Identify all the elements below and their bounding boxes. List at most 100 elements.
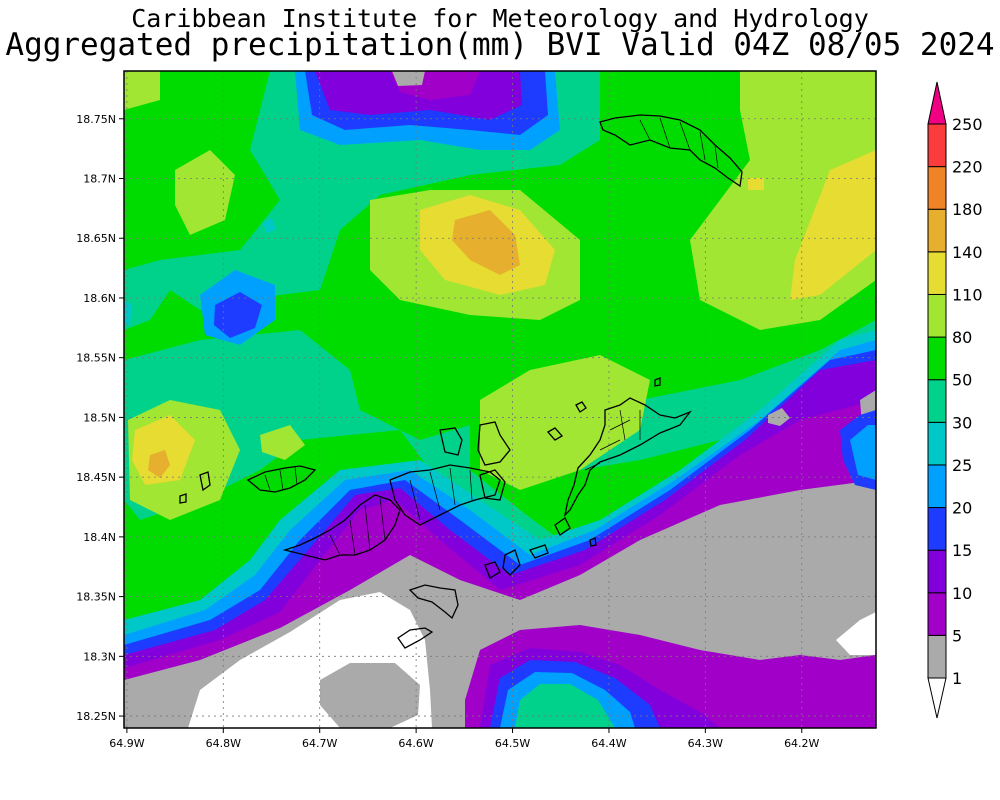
lat-tick-label: 18.4N xyxy=(83,531,116,544)
colorbar-level-label: 180 xyxy=(952,200,983,219)
lat-tick-label: 18.45N xyxy=(76,471,116,484)
band-1-5-spot xyxy=(768,408,790,426)
island-salt xyxy=(554,517,571,536)
band-5-10-south-east xyxy=(700,678,876,728)
lon-tick-label: 64.6W xyxy=(398,737,433,750)
island-guana xyxy=(477,421,511,466)
band-110-140-ne xyxy=(790,150,876,300)
island-anegada xyxy=(599,114,743,188)
band-1-5-north xyxy=(392,71,425,86)
lon-tick-label: 64.5W xyxy=(495,737,530,750)
colorbar-swatch xyxy=(927,549,947,594)
colorbar-level-label: 30 xyxy=(952,413,972,432)
band-25-30-edge xyxy=(124,300,132,325)
island-ginger xyxy=(546,427,564,441)
colorbar-swatch xyxy=(927,634,947,679)
island-st-thomas-grid xyxy=(329,497,386,556)
colorbar-swatch xyxy=(927,336,947,381)
band-20-25-east xyxy=(850,425,876,480)
colorbar-swatch xyxy=(927,464,947,509)
band-80-110-topleft xyxy=(124,71,160,110)
colorbar-level-label: 80 xyxy=(952,328,972,347)
colorbar-level-label: 220 xyxy=(952,158,983,177)
band-30-50-right xyxy=(560,320,876,470)
island-cluster-3 xyxy=(589,537,597,547)
band-80-110-mid xyxy=(480,355,650,490)
island-st-thomas xyxy=(282,494,401,561)
colorbar-swatch xyxy=(927,251,947,295)
island-st-john-grid xyxy=(264,466,298,491)
lon-tick-label: 64.7W xyxy=(302,737,337,750)
colorbar-level-label: 50 xyxy=(952,371,972,390)
colorbar-swatch xyxy=(927,293,947,338)
colorbar-swatch xyxy=(927,421,947,466)
latitude-axis: 18.75N 18.7N 18.65N 18.6N 18.55N 18.5N 18.45N 1… xyxy=(76,113,124,723)
lat-tick-label: 18.65N xyxy=(76,232,116,245)
island-cooper xyxy=(529,544,549,559)
island-little-thatch xyxy=(179,493,187,504)
colorbar-swatch xyxy=(927,379,947,423)
island-norman xyxy=(484,561,501,579)
lat-tick-label: 18.7N xyxy=(83,173,116,186)
island-cluster-1 xyxy=(575,401,587,413)
band-25-30-cell xyxy=(263,218,276,233)
lon-tick-label: 64.8W xyxy=(206,737,241,750)
lon-tick-label: 64.9W xyxy=(109,737,144,750)
band-30-50-central xyxy=(124,330,560,560)
lon-tick-label: 64.2W xyxy=(784,737,819,750)
lat-tick-label: 18.6N xyxy=(83,292,116,305)
band-1-5-inner xyxy=(320,663,420,728)
island-peter xyxy=(502,549,521,576)
island-jost-van-dyke xyxy=(439,427,463,456)
lat-tick-label: 18.35N xyxy=(76,591,116,604)
island-tortola-grid xyxy=(409,467,473,521)
colorbar-level-label: 5 xyxy=(952,626,962,645)
island-tortola xyxy=(389,464,501,526)
island-sandy xyxy=(199,471,211,492)
bvi-islands xyxy=(179,114,743,649)
band-140-180-central xyxy=(452,210,520,275)
island-st-john xyxy=(246,465,317,493)
band-140-180-west xyxy=(148,450,170,478)
lat-tick-label: 18.55N xyxy=(76,352,116,365)
lat-tick-label: 18.3N xyxy=(83,650,116,663)
map-title-product: Aggregated precipitation(mm) BVI Valid 0… xyxy=(5,27,995,63)
map-grid xyxy=(124,71,876,728)
colorbar-swatch xyxy=(927,166,947,210)
colorbar-level-label: 110 xyxy=(952,285,983,304)
colorbar-lower-arrow xyxy=(927,677,947,719)
colorbar-level-label: 140 xyxy=(952,243,983,262)
band-30-50-south-core xyxy=(515,684,615,728)
band-80-110-small xyxy=(260,425,305,460)
precipitation-field xyxy=(124,71,876,728)
band-140-180-spot xyxy=(748,178,764,190)
colorbar-level-label: 20 xyxy=(952,499,972,518)
colorbar-level-label: 10 xyxy=(952,584,972,603)
colorbar-level-label: 25 xyxy=(952,456,972,475)
band-under-1-east xyxy=(836,612,876,655)
band-110-140-west xyxy=(132,415,195,485)
island-beef xyxy=(479,469,506,501)
colorbar-swatch xyxy=(927,208,947,253)
map-frame xyxy=(123,70,877,729)
island-buck xyxy=(397,627,434,649)
lon-tick-label: 64.4W xyxy=(591,737,626,750)
colorbar-level-label: 1 xyxy=(952,669,962,688)
map-title-institute: Caribbean Institute for Meteorology and … xyxy=(131,4,869,33)
island-water xyxy=(408,584,459,620)
colorbar-upper-arrow xyxy=(927,81,947,125)
lat-tick-label: 18.25N xyxy=(76,710,116,723)
lon-tick-label: 64.3W xyxy=(688,737,723,750)
island-cluster-2 xyxy=(654,377,661,387)
colorbar-level-label: 15 xyxy=(952,541,972,560)
island-virgin-gorda-grid xyxy=(584,409,641,471)
colorbar-swatch xyxy=(927,592,947,636)
colorbar-level-label: 250 xyxy=(952,115,983,134)
lat-tick-label: 18.5N xyxy=(83,411,116,424)
band-15-20-cell xyxy=(214,292,262,338)
longitude-axis: 64.9W 64.8W 64.7W 64.6W 64.5W 64.4W 64.3W 64.2W xyxy=(109,728,820,750)
island-virgin-gorda xyxy=(563,397,692,517)
colorbar-swatch xyxy=(927,507,947,551)
